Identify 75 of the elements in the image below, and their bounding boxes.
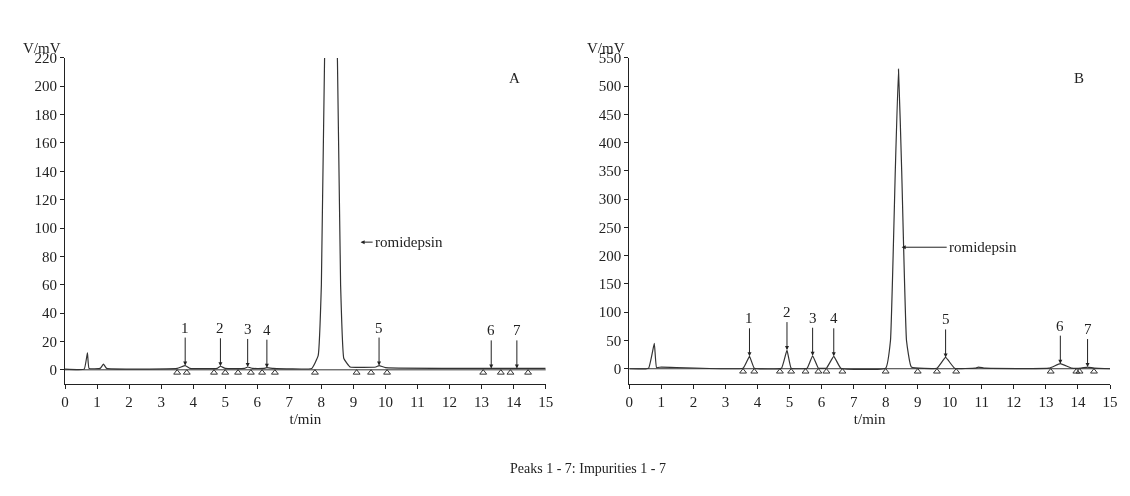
annotation: 5 bbox=[375, 320, 383, 336]
y-tick-label: 60 bbox=[42, 276, 57, 293]
x-tick-label: 13 bbox=[1038, 394, 1054, 410]
y-tick-label: 140 bbox=[34, 163, 57, 180]
annotation: romidepsin bbox=[375, 234, 443, 250]
x-tick-label: 8 bbox=[881, 394, 890, 410]
text: B bbox=[1074, 70, 1085, 86]
x-tick-label: 13 bbox=[474, 394, 490, 410]
annotation: 3 bbox=[809, 310, 817, 326]
annotation: 2 bbox=[216, 320, 224, 336]
x-tick-label: 5 bbox=[785, 394, 794, 410]
x-tick-label: 0 bbox=[61, 394, 69, 410]
x-tick-label: 12 bbox=[442, 394, 458, 410]
annotation: 7 bbox=[1084, 321, 1092, 337]
x-tick-label: 10 bbox=[377, 394, 393, 410]
x-tick-label: 10 bbox=[942, 394, 958, 410]
x-axis-title: t/min bbox=[289, 411, 322, 427]
annotation: 6 bbox=[487, 322, 495, 338]
text: Peaks 1 - 7: Impurities 1 - 7 bbox=[510, 461, 666, 476]
x-tick-label: 14 bbox=[506, 394, 522, 410]
x-tick-label: 6 bbox=[817, 394, 826, 410]
x-tick-label: 15 bbox=[1102, 394, 1118, 410]
x-tick-label: 9 bbox=[913, 394, 922, 410]
annotation: 5 bbox=[942, 311, 950, 327]
annotation: 6 bbox=[1056, 318, 1064, 334]
x-tick-label: 5 bbox=[221, 394, 229, 410]
annotation: romidepsin bbox=[949, 239, 1017, 255]
x-tick-label: 11 bbox=[410, 394, 425, 410]
text: A bbox=[509, 70, 520, 86]
y-tick-label: 450 bbox=[598, 106, 622, 123]
annotation: 3 bbox=[244, 321, 252, 337]
x-tick-label: 14 bbox=[1070, 394, 1086, 410]
y-tick-label: 0 bbox=[613, 360, 622, 377]
x-tick-label: 0 bbox=[625, 394, 634, 410]
x-tick-label: 11 bbox=[974, 394, 990, 410]
y-tick-label: 250 bbox=[598, 219, 622, 236]
x-tick-label: 7 bbox=[849, 394, 858, 410]
x-tick-label: 7 bbox=[285, 394, 294, 410]
y-tick-label: 180 bbox=[34, 106, 57, 123]
x-tick-label: 6 bbox=[253, 394, 262, 410]
y-tick-label: 150 bbox=[598, 276, 622, 293]
annotation: 2 bbox=[783, 304, 791, 320]
y-tick-label: 120 bbox=[34, 191, 57, 208]
y-tick-label: 300 bbox=[598, 191, 622, 208]
x-axis-title: t/min bbox=[853, 411, 886, 427]
x-tick-label: 1 bbox=[657, 394, 666, 410]
x-tick-label: 4 bbox=[189, 394, 198, 410]
y-tick-label: 400 bbox=[598, 134, 622, 151]
x-tick-label: 1 bbox=[93, 394, 101, 410]
y-tick-label: 200 bbox=[34, 78, 57, 95]
x-tick-label: 15 bbox=[538, 394, 554, 410]
y-tick-label: 100 bbox=[598, 304, 622, 321]
x-tick-label: 8 bbox=[317, 394, 326, 410]
y-tick-label: 500 bbox=[598, 78, 622, 95]
annotation: 4 bbox=[830, 310, 838, 326]
y-tick-label: 200 bbox=[598, 247, 622, 264]
x-tick-label: 3 bbox=[157, 394, 165, 410]
x-tick-label: 12 bbox=[1006, 394, 1022, 410]
y-tick-label: 20 bbox=[42, 333, 57, 350]
y-tick-label: 100 bbox=[34, 220, 57, 237]
annotation: 7 bbox=[513, 322, 521, 338]
y-tick-label: 350 bbox=[598, 163, 622, 180]
y-tick-label: 50 bbox=[606, 332, 622, 349]
x-tick-label: 3 bbox=[721, 394, 730, 410]
x-tick-label: 9 bbox=[349, 394, 358, 410]
y-tick-label: 160 bbox=[34, 135, 57, 152]
annotation: 1 bbox=[745, 310, 753, 326]
y-tick-label: 80 bbox=[42, 248, 57, 265]
annotation: 4 bbox=[263, 322, 271, 338]
x-tick-label: 4 bbox=[753, 394, 762, 410]
x-tick-label: 2 bbox=[125, 394, 133, 410]
y-tick-label: 40 bbox=[42, 305, 57, 322]
x-tick-label: 2 bbox=[689, 394, 698, 410]
annotation: 1 bbox=[181, 320, 189, 336]
y-tick-label: 0 bbox=[49, 362, 57, 379]
